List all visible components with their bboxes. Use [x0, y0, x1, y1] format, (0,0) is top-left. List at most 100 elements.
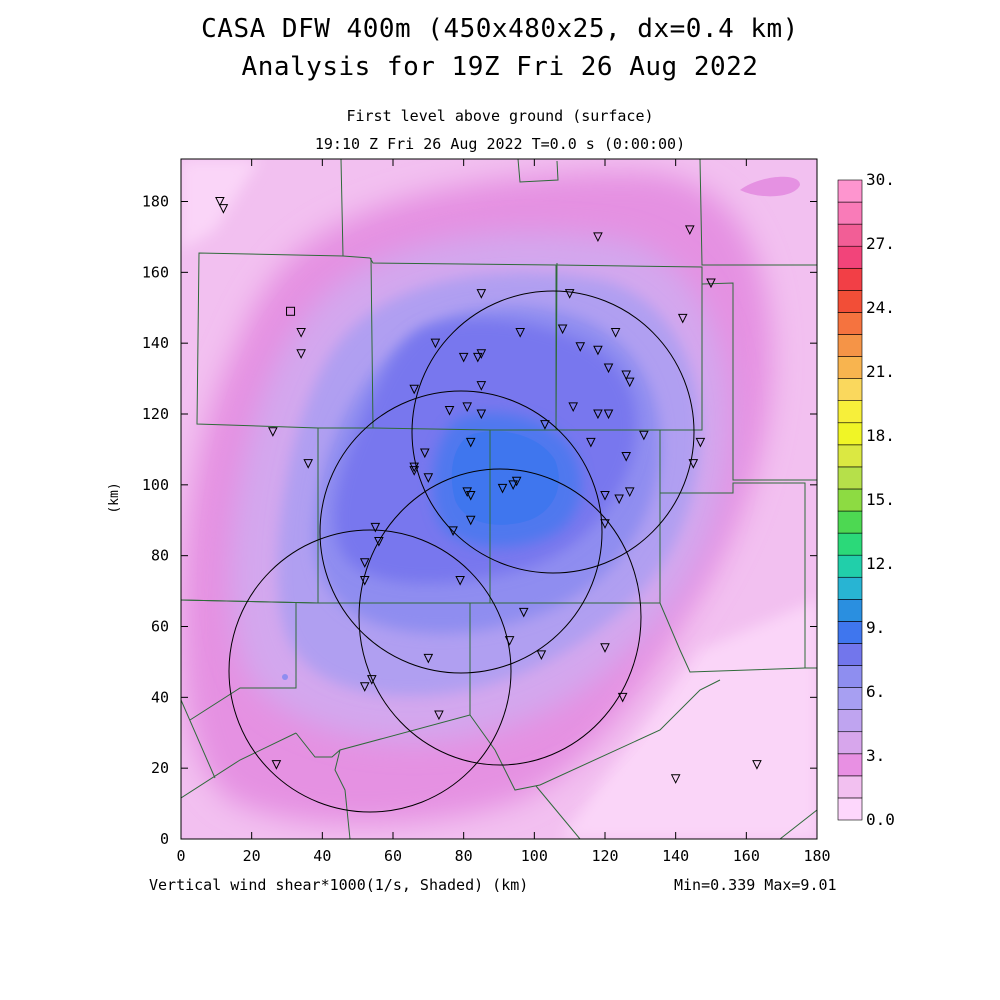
- colorbar-label: 15.: [866, 490, 895, 509]
- colorbar-swatch: [837, 775, 863, 799]
- station-triangle: [614, 494, 624, 505]
- station-triangle: [462, 402, 473, 413]
- colorbar-swatch: [837, 621, 863, 644]
- x-tick-label: 140: [662, 847, 689, 865]
- station-triangle: [215, 197, 225, 207]
- colorbar: 0.0 3. 6. 9. 12. 15. 18. 21. 24. 27. 30.: [837, 170, 895, 829]
- colorbar-swatch: [837, 245, 863, 269]
- station-triangle: [476, 289, 487, 299]
- colorbar-swatch: [837, 378, 863, 401]
- colorbar-swatch: [837, 356, 863, 379]
- x-tick-label: 180: [803, 847, 830, 865]
- station-triangle: [497, 483, 508, 494]
- station-triangle: [268, 427, 278, 437]
- station-triangle: [458, 352, 469, 363]
- station-square: [286, 306, 296, 316]
- colorbar-label: 9.: [866, 618, 885, 637]
- station-triangle: [448, 526, 458, 536]
- station-triangle: [370, 522, 381, 533]
- y-tick-label: 180: [142, 193, 169, 211]
- colorbar-label: 21.: [866, 362, 895, 381]
- station-triangle: [423, 653, 434, 664]
- station-triangle: [688, 459, 699, 469]
- station-triangle: [518, 607, 529, 618]
- station-triangle: [465, 437, 476, 448]
- colorbar-label: 6.: [866, 682, 885, 701]
- colorbar-label: 18.: [866, 426, 895, 445]
- station-triangle: [359, 558, 370, 568]
- colorbar-swatch: [837, 400, 863, 424]
- radar-range-circles: [228, 290, 695, 813]
- station-triangle: [600, 490, 610, 501]
- station-triangle: [296, 349, 306, 359]
- station-triangle: [476, 381, 487, 391]
- colorbar-swatch: [837, 510, 863, 534]
- y-axis-label: (km): [107, 482, 122, 513]
- station-triangle: [568, 402, 579, 413]
- station-triangle: [430, 338, 441, 349]
- title-line-1: CASA DFW 400m (450x480x25, dx=0.4 km): [201, 14, 799, 44]
- shaded-field: [181, 159, 817, 839]
- x-tick-label: 60: [384, 847, 402, 865]
- colorbar-swatch: [837, 665, 863, 688]
- x-tick-label: 80: [455, 847, 473, 865]
- y-tick-label: 20: [151, 759, 169, 777]
- station-triangle: [218, 204, 229, 214]
- x-tick-label: 40: [313, 847, 331, 865]
- plot-frame: [180, 158, 818, 840]
- station-triangle: [476, 409, 487, 420]
- station-triangle: [374, 537, 384, 547]
- station-triangle: [303, 459, 314, 469]
- station-triangle: [465, 490, 476, 501]
- station-triangle: [564, 289, 575, 299]
- colorbar-label: 0.0: [866, 810, 895, 829]
- x-tick-label: 160: [733, 847, 760, 865]
- station-triangle: [366, 675, 377, 685]
- station-triangle: [593, 232, 603, 243]
- y-tick-label: 80: [151, 547, 169, 565]
- y-tick-label: 140: [142, 334, 169, 352]
- station-triangle: [472, 352, 483, 363]
- colorbar-swatch: [837, 731, 863, 755]
- title-line-2: Analysis for 19Z Fri 26 Aug 2022: [241, 52, 759, 82]
- colorbar-swatch: [837, 422, 863, 446]
- station-triangle: [419, 448, 430, 459]
- station-triangle: [695, 437, 706, 448]
- station-triangle: [600, 643, 610, 653]
- colorbar-label: 27.: [866, 234, 895, 253]
- station-triangle: [557, 324, 568, 335]
- station-triangle: [752, 760, 762, 770]
- x-axis: 0 20 40 60 80 100 120 140 160 180: [176, 159, 831, 865]
- colorbar-swatch: [837, 466, 863, 490]
- colorbar-swatch: [837, 334, 863, 357]
- station-triangle: [593, 409, 603, 420]
- x-tick-label: 20: [243, 847, 261, 865]
- station-triangle: [504, 636, 515, 646]
- colorbar-swatch: [837, 753, 863, 777]
- y-tick-label: 120: [142, 405, 169, 423]
- radar-circle-ne: [411, 290, 695, 574]
- station-triangle: [600, 519, 610, 529]
- colorbar-swatch: [837, 267, 863, 291]
- station-triangle: [271, 760, 282, 770]
- colorbar-swatch: [837, 444, 863, 468]
- station-triangle: [586, 437, 596, 448]
- colorbar-swatch: [837, 687, 863, 710]
- subtitle-line-2: 19:10 Z Fri 26 Aug 2022 T=0.0 s (0:00:00…: [314, 135, 686, 153]
- station-triangle: [536, 650, 547, 660]
- colorbar-swatch: [837, 554, 863, 578]
- colorbar-label: 12.: [866, 554, 895, 573]
- x-tick-label: 0: [176, 847, 185, 865]
- colorbar-swatch: [837, 643, 863, 666]
- station-triangle: [444, 405, 455, 416]
- colorbar-swatch: [837, 179, 863, 203]
- colorbar-label: 24.: [866, 298, 895, 317]
- station-triangle: [515, 328, 526, 338]
- colorbar-swatch: [837, 576, 863, 600]
- footer-field-label: Vertical wind shear*1000(1/s, Shaded) (k…: [149, 876, 529, 894]
- station-triangle: [677, 313, 688, 324]
- colorbar-swatch: [837, 709, 863, 733]
- y-tick-label: 100: [142, 476, 169, 494]
- station-triangle: [621, 452, 632, 462]
- station-triangle: [465, 515, 476, 526]
